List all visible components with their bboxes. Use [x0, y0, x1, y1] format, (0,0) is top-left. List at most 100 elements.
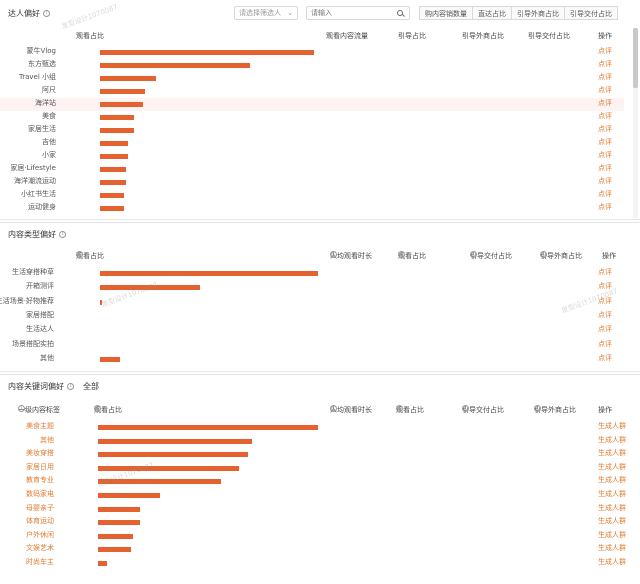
table-row[interactable]: 运动健身 点评 — [0, 202, 624, 215]
info-icon: i — [462, 405, 469, 412]
row-action-link[interactable]: 点评 — [598, 268, 612, 276]
info-icon[interactable]: i — [59, 231, 66, 238]
row-action-link[interactable]: 点评 — [598, 190, 612, 198]
row-action-link[interactable]: 生成人群 — [598, 544, 626, 553]
table-row[interactable]: 家居日用 生成人群 — [0, 462, 626, 475]
row-name[interactable]: 时尚车主 — [26, 558, 54, 566]
table-row[interactable]: Travel 小组 点评 — [0, 72, 624, 85]
table-row[interactable]: 海洋潮流运动 点评 — [0, 176, 624, 189]
row-action-link[interactable]: 点评 — [598, 310, 612, 319]
table-row[interactable]: 数码家电 生成人群 — [0, 489, 626, 502]
row-action-link[interactable]: 点评 — [598, 138, 612, 146]
table-row[interactable]: 吉他 点评 — [0, 137, 624, 150]
scrollbar-track[interactable] — [633, 28, 638, 218]
row-action-link[interactable]: 点评 — [598, 151, 612, 159]
row-name: 生活达人 — [26, 325, 54, 334]
table-row[interactable]: 美食主题 生成人群 — [0, 421, 626, 434]
row-action-link[interactable]: 点评 — [598, 125, 612, 133]
row-action-link[interactable]: 生成人群 — [598, 476, 626, 485]
row-action-link[interactable]: 生成人群 — [598, 490, 626, 498]
tab-metric-4[interactable]: 引导交付占比 — [564, 6, 618, 20]
row-action-link[interactable]: 生成人群 — [598, 503, 626, 512]
row-name[interactable]: 文娱艺术 — [26, 544, 54, 553]
table-row[interactable]: 蒙牛Vlog 点评 — [0, 46, 624, 59]
row-action-link[interactable]: 点评 — [598, 47, 612, 55]
table-row[interactable]: 美妆穿搭 生成人群 — [0, 448, 626, 461]
row-name[interactable]: 体育运动 — [26, 517, 54, 526]
row-action-link[interactable]: 点评 — [598, 353, 612, 362]
table-row[interactable]: 小红书生活 点评 — [0, 189, 624, 202]
row-name[interactable]: 数码家电 — [26, 490, 54, 498]
row-action-link[interactable]: 生成人群 — [598, 530, 626, 539]
table-row[interactable]: 生活穿搭种草 点评 — [0, 267, 624, 280]
col-op: 操作 — [598, 32, 612, 40]
row-action-link[interactable]: 点评 — [598, 282, 612, 291]
value-bar — [100, 206, 124, 211]
table-row[interactable]: 其他 生成人群 — [0, 435, 626, 448]
info-icon[interactable]: i — [67, 383, 74, 390]
row-name[interactable]: 其他 — [40, 435, 54, 444]
row-action-link[interactable]: 生成人群 — [598, 435, 626, 444]
row-action-link[interactable]: 生成人群 — [598, 462, 626, 471]
table-row[interactable]: 户外休闲 生成人群 — [0, 530, 626, 543]
row-action-link[interactable]: 点评 — [598, 60, 612, 68]
search-icon[interactable] — [397, 10, 403, 16]
row-action-link[interactable]: 点评 — [598, 164, 612, 172]
row-action-link[interactable]: 点评 — [598, 99, 612, 107]
tab-metric-1[interactable]: 购内容销数量 — [419, 6, 473, 20]
row-name[interactable]: 美食主题 — [26, 422, 54, 430]
table-row[interactable]: 文娱艺术 生成人群 — [0, 543, 626, 556]
row-name: 生活场景·好物推荐 — [0, 296, 54, 305]
table-row[interactable]: 阿尺 点评 — [0, 85, 624, 98]
row-name[interactable]: 家居日用 — [26, 462, 54, 471]
table-row[interactable]: 美食 点评 — [0, 111, 624, 124]
table-row[interactable]: 场景搭配实拍 点评 — [0, 339, 624, 352]
tab-metric-3[interactable]: 引导外商占比 — [511, 6, 565, 20]
table-row[interactable]: 其他 点评 — [0, 353, 624, 366]
table-row[interactable]: 母婴亲子 生成人群 — [0, 503, 626, 516]
row-action-link[interactable]: 生成人群 — [598, 558, 626, 566]
table-row[interactable]: 时尚车主 生成人群 — [0, 557, 626, 570]
sort-icon: ⇅ — [326, 31, 332, 39]
sort-icon: ⇅ — [398, 31, 404, 39]
table-row[interactable]: 生活场景·好物推荐 点评 — [0, 296, 624, 309]
row-action-link[interactable]: 点评 — [598, 86, 612, 94]
filter-select[interactable]: 请选择筛选人 ⌄ — [234, 6, 298, 20]
info-icon[interactable]: i — [43, 10, 50, 17]
info-icon: i — [540, 251, 547, 258]
row-name[interactable]: 户外休闲 — [26, 530, 54, 539]
search-box[interactable] — [306, 6, 410, 20]
row-action-link[interactable]: 点评 — [598, 73, 612, 81]
row-name[interactable]: 教育专业 — [26, 476, 54, 485]
row-action-link[interactable]: 点评 — [598, 339, 612, 348]
table-row[interactable]: 海洋站 点评 — [0, 98, 624, 111]
table-row[interactable]: 生活达人 点评 — [0, 324, 624, 337]
table-row[interactable]: 家居·Lifestyle 点评 — [0, 163, 624, 176]
filter-all[interactable]: 全部 — [83, 382, 99, 391]
table-row[interactable]: 开箱测评 点评 — [0, 281, 624, 294]
table-row[interactable]: 东方甄选 点评 — [0, 59, 624, 72]
search-input[interactable] — [307, 7, 387, 19]
table-row[interactable]: 教育专业 生成人群 — [0, 475, 626, 488]
tab-metric-2[interactable]: 直达占比 — [472, 6, 512, 20]
row-action-link[interactable]: 点评 — [598, 296, 612, 305]
row-name[interactable]: 美妆穿搭 — [26, 449, 54, 458]
col-op: 操作 — [598, 406, 612, 414]
value-bar — [98, 547, 131, 553]
row-action-link[interactable]: 点评 — [598, 177, 612, 185]
table-row[interactable]: 体育运动 生成人群 — [0, 516, 626, 529]
row-action-link[interactable]: 点评 — [598, 112, 612, 120]
table-row[interactable]: 家居搭配 点评 — [0, 310, 624, 323]
row-name[interactable]: 母婴亲子 — [26, 503, 54, 512]
info-icon: i — [534, 405, 541, 412]
table-row[interactable]: 家居生活 点评 — [0, 124, 624, 137]
scrollbar-thumb[interactable] — [633, 28, 638, 88]
row-action-link[interactable]: 点评 — [598, 325, 612, 334]
row-action-link[interactable]: 生成人群 — [598, 422, 626, 430]
row-action-link[interactable]: 点评 — [598, 203, 612, 211]
metric-tabs: 购内容销数量 直达占比 引导外商占比 引导交付占比 — [419, 6, 618, 20]
row-action-link[interactable]: 生成人群 — [598, 449, 626, 458]
sort-icon: ⇅ — [534, 405, 540, 413]
table-row[interactable]: 小家 点评 — [0, 150, 624, 163]
row-action-link[interactable]: 生成人群 — [598, 517, 626, 526]
